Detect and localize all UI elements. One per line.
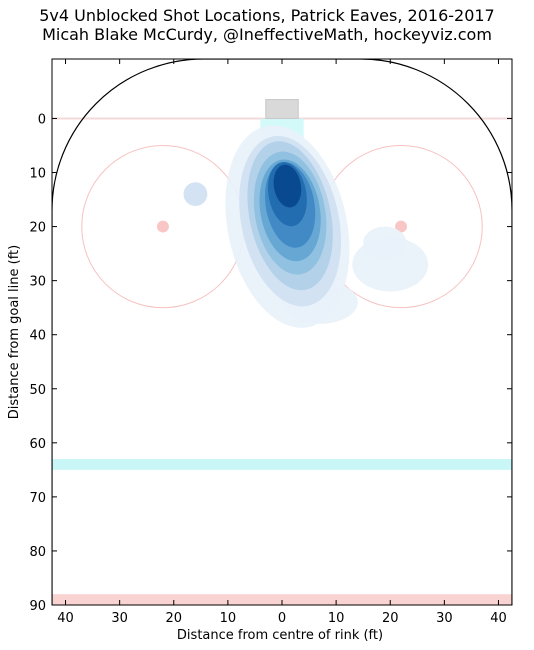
- y-tick-label: 90: [29, 599, 46, 614]
- x-tick-label: 30: [111, 611, 128, 626]
- goal-net: [265, 99, 299, 119]
- chart-title: 5v4 Unblocked Shot Locations, Patrick Ea…: [39, 6, 495, 25]
- y-tick-label: 50: [29, 383, 46, 398]
- y-tick-label: 60: [29, 437, 46, 452]
- x-tick-label: 20: [382, 611, 399, 626]
- x-tick-label: 30: [436, 611, 453, 626]
- y-tick-label: 70: [29, 491, 46, 506]
- faceoff-dot: [395, 220, 408, 233]
- density-blob: [363, 226, 407, 260]
- density-blob: [183, 182, 208, 207]
- y-tick-label: 30: [29, 275, 46, 290]
- rink-boards-outline: [52, 59, 512, 605]
- x-tick-label: 10: [220, 611, 237, 626]
- blue-line: [52, 459, 512, 470]
- shot-density-contours: [183, 125, 429, 328]
- density-level-8: [273, 164, 302, 208]
- y-tick-label: 20: [29, 221, 46, 236]
- y-axis-label: Distance from goal line (ft): [7, 245, 22, 419]
- faceoff-dot: [156, 220, 169, 233]
- y-axis-ticks: 0 10 20 30 40 50 60 70 80 90: [29, 112, 512, 614]
- x-tick-label: 10: [328, 611, 345, 626]
- y-tick-label: 80: [29, 545, 46, 560]
- y-tick-label: 40: [29, 329, 46, 344]
- x-axis-ticks: 40 30 20 10 0 10 20 30 40: [57, 59, 507, 626]
- y-tick-label: 0: [38, 112, 46, 127]
- centre-line: [52, 594, 512, 605]
- x-axis-label: Distance from centre of rink (ft): [177, 628, 383, 643]
- x-tick-label: 40: [490, 611, 507, 626]
- y-tick-label: 10: [29, 167, 46, 182]
- chart-subtitle: Micah Blake McCurdy, @IneffectiveMath, h…: [42, 25, 492, 44]
- x-tick-label: 0: [278, 611, 286, 626]
- rink-boards: [52, 59, 512, 605]
- x-tick-label: 40: [57, 611, 74, 626]
- x-tick-label: 20: [165, 611, 182, 626]
